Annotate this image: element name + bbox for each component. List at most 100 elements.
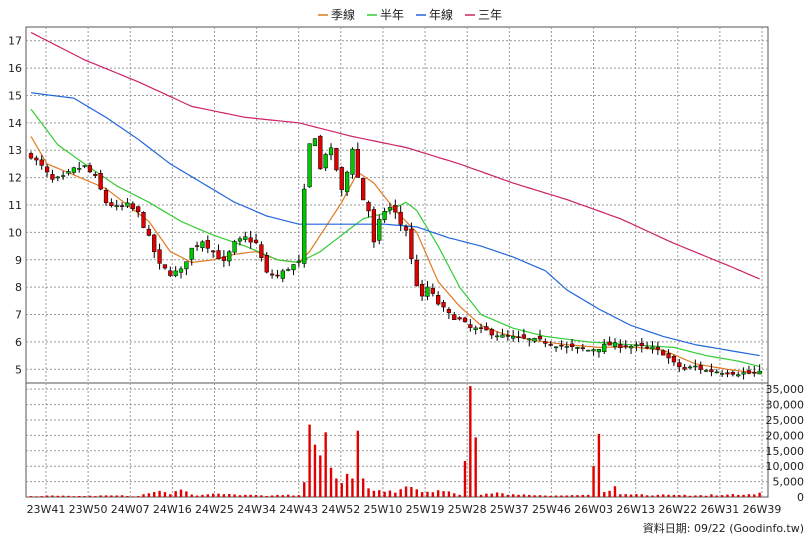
candle-body [93, 174, 98, 176]
candle-body [227, 251, 232, 262]
candle-body [259, 244, 264, 258]
candle-body [666, 353, 671, 359]
volume-bar [415, 489, 418, 497]
volume-bar [635, 494, 638, 497]
candle-body [253, 239, 259, 243]
candle-body [344, 171, 350, 193]
candle-body [473, 327, 478, 330]
candle-body [661, 350, 666, 356]
candle-body [500, 334, 505, 338]
volume-bar [211, 493, 215, 497]
candle-body [162, 264, 168, 269]
volume-bar [153, 492, 156, 497]
volume-bar [217, 493, 220, 497]
candle-body [484, 326, 489, 331]
candle-body [527, 338, 532, 341]
volume-plot-area [25, 382, 769, 498]
candle-body [698, 365, 703, 370]
price-tick-label-2: 7 [15, 309, 22, 322]
candle-body [591, 349, 596, 352]
candle-body [387, 207, 393, 211]
price-grid [25, 26, 769, 384]
candle-body [361, 178, 366, 201]
volume-bar [233, 494, 236, 497]
candle-body [720, 373, 725, 375]
candle-body [125, 202, 130, 207]
candle-body [152, 234, 157, 253]
candle-body [521, 334, 527, 339]
volume-bar [286, 494, 290, 497]
volume-bar [565, 495, 568, 497]
volume-bar [656, 494, 660, 497]
volume-bar [629, 494, 633, 497]
candle-body [650, 346, 655, 350]
volume-bar [726, 494, 729, 497]
volume-bar [463, 460, 467, 497]
candle-body [44, 166, 50, 173]
volume-bar [201, 494, 204, 497]
candle-body [291, 264, 296, 271]
volume-bar [453, 493, 456, 497]
volume-bar [228, 494, 231, 497]
price-tick-label-1: 6 [15, 336, 22, 349]
volume-bar [672, 494, 676, 497]
volume-bar [661, 494, 665, 497]
candle-body [687, 366, 693, 369]
volume-bar [619, 494, 622, 497]
volume-bar [61, 495, 65, 497]
volume-bar [533, 495, 536, 497]
candle-body [494, 335, 500, 338]
volume-bar [506, 494, 510, 497]
candle-body [119, 205, 125, 207]
legend: 季線 半年 年線 三年 [318, 7, 502, 22]
volume-bar [485, 493, 488, 497]
candle-body [393, 205, 398, 213]
volume-bar [158, 490, 161, 497]
volume-bar [613, 486, 617, 497]
volume-bar [174, 491, 177, 497]
candle-body [248, 237, 253, 243]
candle-body [350, 148, 355, 175]
candle-body [173, 270, 178, 276]
candle-body [462, 317, 468, 323]
price-tick-label-7: 12 [8, 172, 22, 185]
volume-bar [667, 494, 670, 497]
volume-bar [570, 495, 574, 497]
x-tick-label-16: 26W31 [700, 503, 739, 516]
x-tick-label-1: 23W50 [69, 503, 108, 516]
volume-grid [25, 382, 769, 498]
axes: 5 6 7 8 9 10 11 12 13 14 15 16 17 0 5,000 10,000 15,000 2… [8, 35, 804, 516]
volume-bar [378, 490, 381, 497]
candle-body [178, 268, 184, 273]
x-tick-label-14: 26W13 [616, 503, 655, 516]
candle-body [28, 153, 34, 159]
candle-body [736, 374, 741, 377]
volume-bar [490, 493, 493, 497]
price-tick-label-3: 8 [15, 281, 22, 294]
volume-bar [394, 492, 397, 497]
candle-body [693, 365, 698, 368]
candle-body [602, 343, 607, 352]
candle-body [77, 168, 82, 170]
volume-bar [517, 494, 520, 497]
volume-bar [694, 495, 697, 497]
candle-body [757, 370, 762, 375]
candle-body [205, 240, 210, 249]
volume-tick-label-4: 20,000 [766, 429, 805, 442]
volume-bar [260, 495, 263, 497]
volume-bar [308, 424, 311, 497]
x-tick-label-4: 24W25 [195, 503, 234, 516]
candle-body [730, 371, 735, 375]
candle-body [419, 283, 425, 297]
candle-body [312, 138, 318, 147]
candle-body [366, 201, 371, 212]
candle-body [436, 294, 441, 305]
candle-body [221, 256, 227, 261]
volume-tick-label-3: 15,000 [766, 445, 805, 458]
legend-label-3: 三年 [478, 8, 502, 22]
volume-bar [388, 490, 392, 497]
volume-tick-label-7: 35,000 [766, 383, 805, 396]
candle-body [211, 250, 216, 253]
